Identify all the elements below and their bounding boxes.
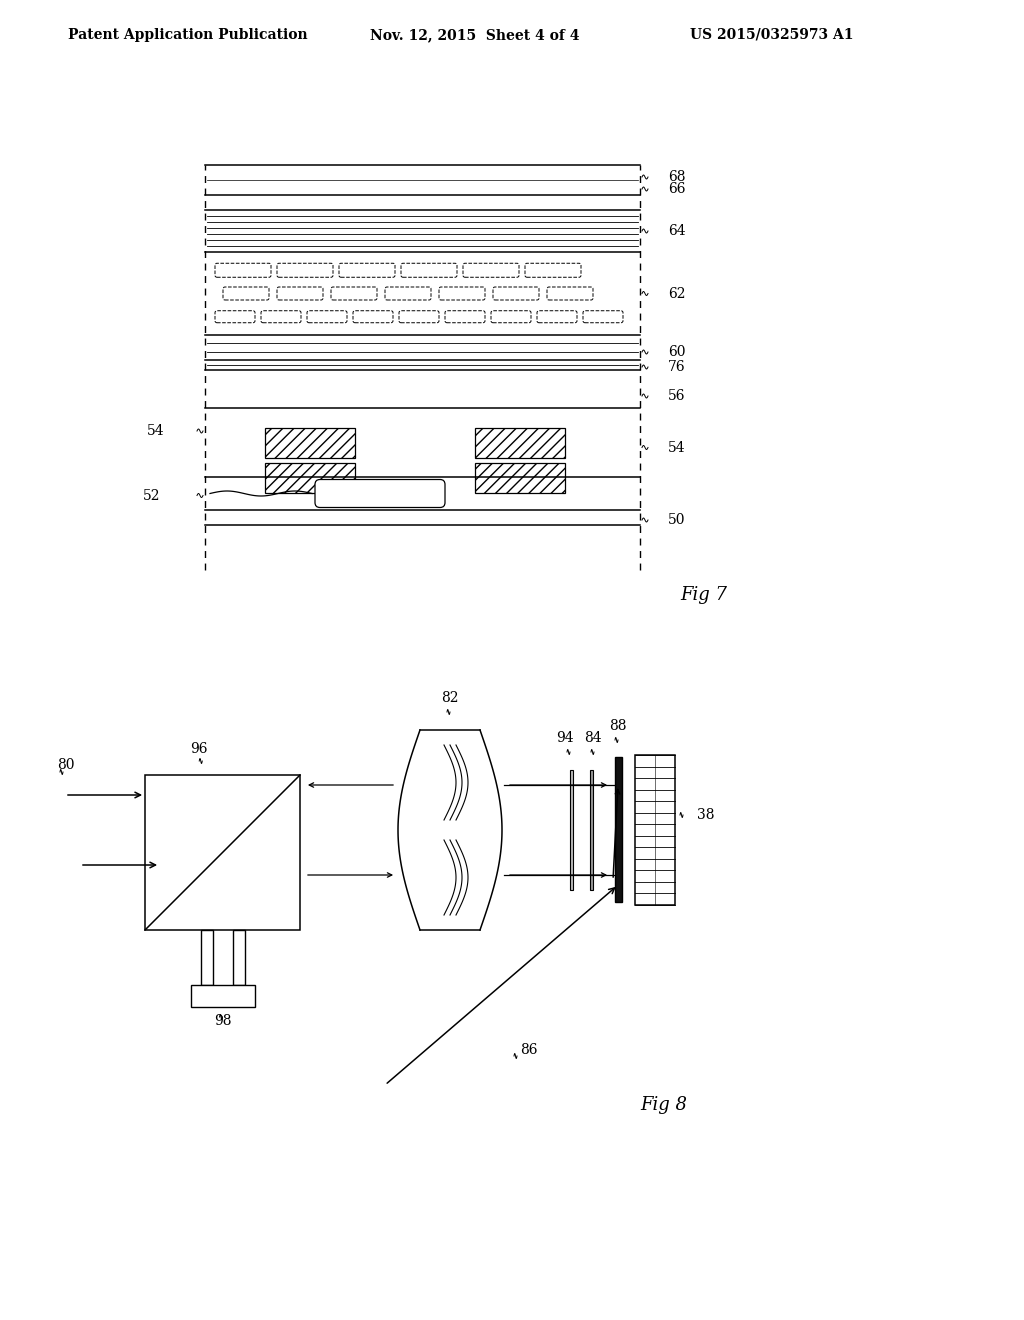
Bar <box>201 931 213 985</box>
Text: 80: 80 <box>57 758 75 772</box>
Text: 66: 66 <box>668 182 685 195</box>
Text: 68: 68 <box>668 170 685 183</box>
Bar <box>145 775 300 931</box>
Text: 56: 56 <box>668 389 685 403</box>
Text: 50: 50 <box>668 513 685 527</box>
Bar <box>190 985 255 1007</box>
Text: 94: 94 <box>556 731 573 744</box>
Text: 62: 62 <box>668 286 685 301</box>
Text: Nov. 12, 2015  Sheet 4 of 4: Nov. 12, 2015 Sheet 4 of 4 <box>370 28 580 42</box>
Text: 98: 98 <box>214 1014 231 1028</box>
Text: 60: 60 <box>668 345 685 359</box>
Text: 38: 38 <box>697 808 715 822</box>
Text: Fig 8: Fig 8 <box>640 1096 687 1114</box>
Bar <box>265 463 355 492</box>
Text: 54: 54 <box>147 424 165 438</box>
Bar <box>475 463 565 492</box>
Text: 54: 54 <box>668 441 686 454</box>
Text: 86: 86 <box>520 1043 538 1057</box>
Text: 88: 88 <box>609 719 627 733</box>
Text: 84: 84 <box>584 731 602 744</box>
Text: 76: 76 <box>668 360 686 374</box>
Text: 96: 96 <box>190 742 208 756</box>
Text: 64: 64 <box>668 224 686 238</box>
Text: Fig 7: Fig 7 <box>680 586 727 605</box>
Bar <box>635 755 675 906</box>
FancyBboxPatch shape <box>315 479 445 507</box>
Text: Patent Application Publication: Patent Application Publication <box>68 28 307 42</box>
Bar <box>475 428 565 458</box>
Bar <box>570 770 573 890</box>
Bar <box>615 756 622 902</box>
Bar <box>590 770 593 890</box>
Text: US 2015/0325973 A1: US 2015/0325973 A1 <box>690 28 853 42</box>
Text: 52: 52 <box>142 488 160 503</box>
Bar <box>265 428 355 458</box>
Text: 82: 82 <box>441 690 459 705</box>
Bar <box>232 931 245 985</box>
